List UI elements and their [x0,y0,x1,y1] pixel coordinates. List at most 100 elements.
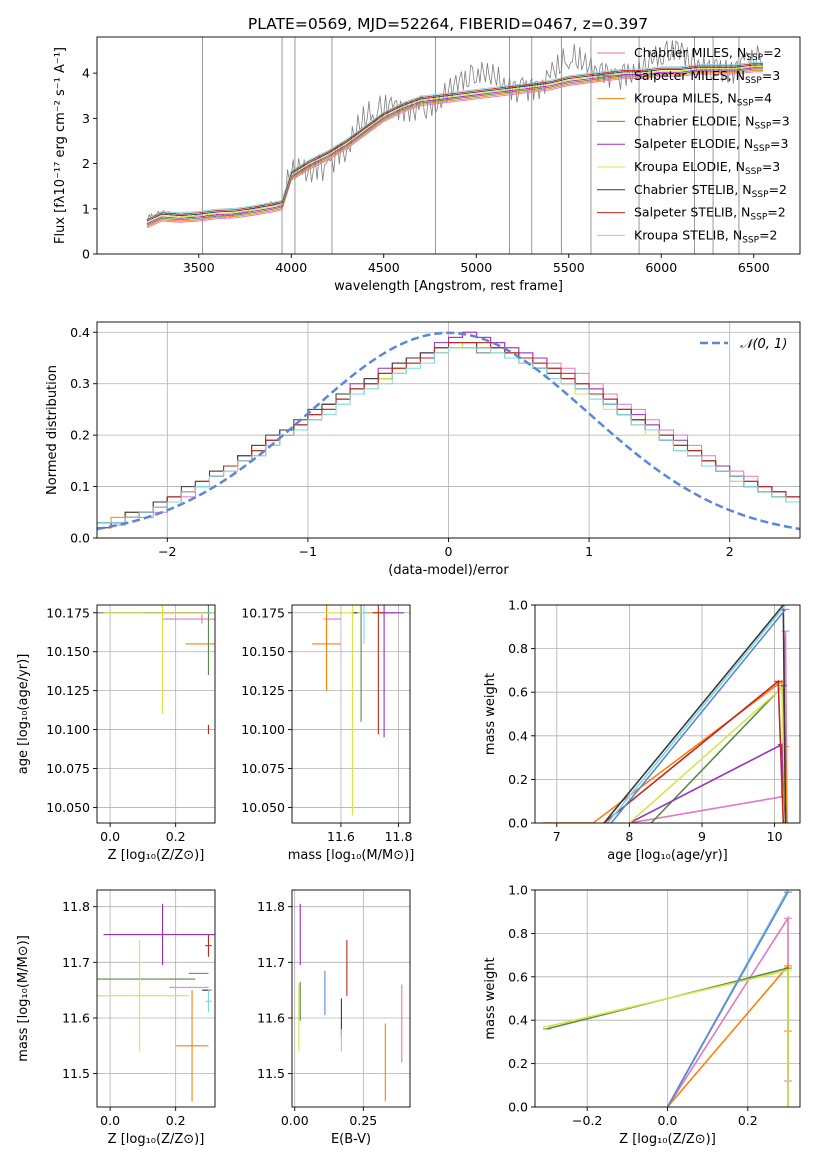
x-tick-label: 11.6 [327,829,355,844]
x-tick-label: −2 [158,544,176,559]
x-tick-label: 11.8 [385,829,413,844]
legend-sub: SSP [737,99,754,109]
legend-suffix: =2 [759,227,777,242]
x-tick-label: 5000 [460,260,492,275]
panel-mass_vs_Z: 0.0 0.2 11.5 11.6 11.7 11.8 Z [log₁₀(Z/Z⊙)] mas… [16,889,216,1147]
x-tick-label: 0.2 [166,1113,186,1128]
y-tick-label: 10.150 [46,644,90,659]
y-tick-label: 10.150 [241,644,285,659]
y-axis-label: age [log₁₀(age/yr)] [16,654,31,775]
legend-suffix: =4 [754,91,772,106]
y-tick-label: 1.0 [508,598,528,613]
y-tick-label: 2 [82,156,90,171]
y-tick-label: 0.1 [70,479,90,494]
legend-sub: SSP [745,76,762,86]
weight-line [666,963,789,1107]
plot-area [543,890,792,1107]
legend-text: Chabrier ELODIE, N [634,113,754,128]
y-tick-label: 0.2 [508,772,528,787]
y-tick-label: 11.7 [62,955,90,970]
y-tick-label: 11.6 [62,1010,90,1025]
y-tick-label: 10.175 [241,605,285,620]
legend-label: Chabrier MILES, NSSP=2 [634,45,782,63]
legend-text: Chabrier STELIB, N [634,182,752,197]
y-axis-label: Flux [fλ10⁻¹⁷ erg cm⁻² s⁻¹ A⁻¹] [53,47,68,244]
legend-label: Chabrier ELODIE, NSSP=3 [634,113,790,131]
axes-frame [291,889,411,1108]
model-line [146,63,763,221]
legend-suffix: =3 [762,159,780,174]
legend-text: Kroupa STELIB, N [634,227,742,242]
y-tick-label: 10.100 [46,722,90,737]
y-tick-label: 1 [82,201,90,216]
y-tick-label: 0.6 [508,969,528,984]
y-tick-label: 0.0 [508,816,528,831]
legend-text: Salpeter STELIB, N [634,205,750,220]
y-tick-label: 0.2 [508,1056,528,1071]
model-line [146,61,763,219]
panel-age_vs_Z: 0.0 0.2 10.050 10.075 10.100 10.125 10.150 10.1… [16,604,216,863]
x-tick-label: 6000 [645,260,677,275]
legend-text: Salpeter ELODIE, N [634,136,753,151]
x-tick-label: 0 [445,544,453,559]
legend-label: Salpeter ELODIE, NSSP=3 [634,136,788,154]
y-tick-label: 11.5 [257,1066,285,1081]
legend-sub: SSP [750,213,767,223]
y-tick-label: 0.8 [508,926,528,941]
y-axis-label: mass weight [483,957,498,1039]
legend-suffix: =2 [767,205,785,220]
x-tick-label: 4000 [275,260,307,275]
y-tick-label: 3 [82,111,90,126]
y-tick-label: 11.7 [257,955,285,970]
y-tick-label: 0.0 [508,1100,528,1115]
x-axis-label: Z [log₁₀(Z/Z⊙)] [108,1132,205,1147]
x-tick-label: 7 [553,829,561,844]
y-tick-label: 0.6 [508,685,528,700]
plot-area [538,605,791,823]
legend-sub: SSP [752,190,769,200]
legend-label: Salpeter STELIB, NSSP=2 [634,205,786,223]
x-tick-label: 2 [726,544,734,559]
y-axis-label: Normed distribution [45,365,60,495]
legend-label: Salpeter MILES, NSSP=3 [634,68,780,86]
y-tick-label: 10.100 [241,722,285,737]
legend-text: Salpeter MILES, N [634,68,745,83]
legend-label: Chabrier STELIB, NSSP=2 [634,182,787,200]
y-tick-label: 1.0 [508,883,528,898]
model-line [146,64,763,222]
legend-label: Kroupa ELODIE, NSSP=3 [634,159,780,177]
y-tick-label: 0.4 [508,728,528,743]
legend-suffix: =3 [771,113,789,128]
x-tick-label: 0.25 [349,1113,377,1128]
y-axis-label: mass [log₁₀(M/M⊙)] [16,935,31,1062]
legend-sub: SSP [746,53,763,63]
y-tick-label: 10.050 [241,800,285,815]
weight-line [666,915,789,1107]
weight-line [606,605,787,823]
x-tick-label: 3500 [183,260,215,275]
y-tick-label: 0.8 [508,641,528,656]
y-tick-label: 10.125 [241,683,285,698]
x-tick-label: 9 [698,829,706,844]
y-tick-label: 11.8 [257,899,285,914]
legend-text: Kroupa ELODIE, N [634,159,745,174]
x-tick-label: 1 [585,544,593,559]
figure-title: PLATE=0569, MJD=52264, FIBERID=0467, z=0… [248,15,648,33]
panel-mass_vs_EBV: 0.00 0.25 11.5 11.6 11.7 11.8 E(B-V) [257,889,411,1147]
legend-label: Kroupa MILES, NSSP=4 [634,91,772,109]
weight-line [629,631,788,823]
x-tick-label: −1 [299,544,317,559]
x-tick-label: 0.2 [738,1113,758,1128]
x-tick-label: 10 [767,829,783,844]
histogram-line [97,347,800,524]
y-tick-label: 0.2 [70,428,90,443]
x-tick-label: 0.0 [100,1113,120,1128]
x-tick-label: 4500 [368,260,400,275]
legend-suffix: =2 [769,182,787,197]
axes-frame [534,604,801,824]
model-line [146,70,763,227]
x-tick-label: 6500 [738,260,770,275]
legend-suffix: =2 [763,45,781,60]
